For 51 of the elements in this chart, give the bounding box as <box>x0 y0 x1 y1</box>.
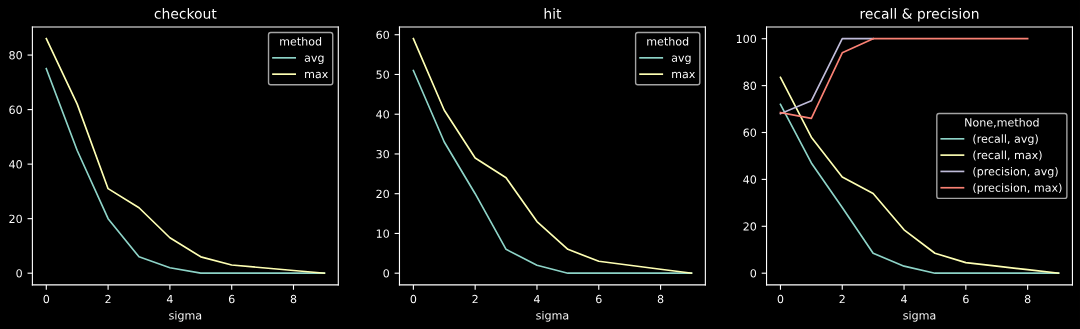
y-tick-label: 50 <box>376 70 390 79</box>
y-tick-label: 20 <box>9 214 22 224</box>
x-tick-label: 6 <box>228 294 235 304</box>
y-tick-label: 0 <box>750 269 757 278</box>
y-tick-label: 80 <box>9 51 22 60</box>
legend-label: max <box>672 71 695 79</box>
legend-label: (recall, max) <box>973 150 1042 161</box>
x-axis-title: sigma <box>903 310 936 322</box>
x-tick-label: 6 <box>596 294 602 304</box>
y-tick-label: 0 <box>16 269 22 278</box>
y-tick-label: 60 <box>376 30 390 40</box>
legend-label: max <box>305 71 328 79</box>
legend-label: (precision, avg) <box>973 166 1058 178</box>
x-tick-label: 0 <box>43 294 50 304</box>
x-tick-label: 2 <box>472 294 478 304</box>
legend-title: method <box>647 36 689 46</box>
legend-label: avg <box>304 55 324 65</box>
x-axis-title: sigma <box>536 310 569 322</box>
y-tick-label: 10 <box>376 229 390 238</box>
chart-title: hit <box>544 8 562 19</box>
y-tick-label: 40 <box>9 160 22 169</box>
y-tick-label: 80 <box>743 81 757 90</box>
y-tick-label: 20 <box>743 222 757 231</box>
y-tick-label: 100 <box>736 34 757 44</box>
y-tick-label: 40 <box>376 110 390 119</box>
legend-label: (precision, max) <box>973 183 1062 194</box>
x-tick-label: 8 <box>1024 294 1031 304</box>
y-tick-label: 0 <box>383 269 390 278</box>
x-tick-label: 4 <box>166 294 173 304</box>
x-tick-label: 2 <box>839 294 845 304</box>
y-tick-label: 60 <box>743 128 757 137</box>
y-tick-label: 60 <box>9 105 22 114</box>
chart-title: recall & precision <box>860 8 979 22</box>
y-tick-label: 20 <box>376 189 390 199</box>
legend-label: (recall, avg) <box>973 134 1038 146</box>
x-tick-label: 6 <box>963 294 969 304</box>
line-series <box>779 37 1029 120</box>
legend-title: method <box>280 36 322 46</box>
x-tick-label: 4 <box>533 294 540 304</box>
x-tick-label: 0 <box>777 294 784 304</box>
x-tick-label: 8 <box>290 294 297 304</box>
y-tick-label: 40 <box>743 175 757 184</box>
x-tick-label: 0 <box>410 294 417 304</box>
x-tick-label: 4 <box>901 294 907 304</box>
y-tick-label: 30 <box>376 149 390 159</box>
x-tick-label: 2 <box>105 294 111 304</box>
chart-title: checkout <box>154 8 217 19</box>
x-tick-label: 8 <box>657 294 664 304</box>
legend-title: None,method <box>965 117 1039 128</box>
x-axis-title: sigma <box>169 310 202 322</box>
legend-label: avg <box>671 55 691 65</box>
